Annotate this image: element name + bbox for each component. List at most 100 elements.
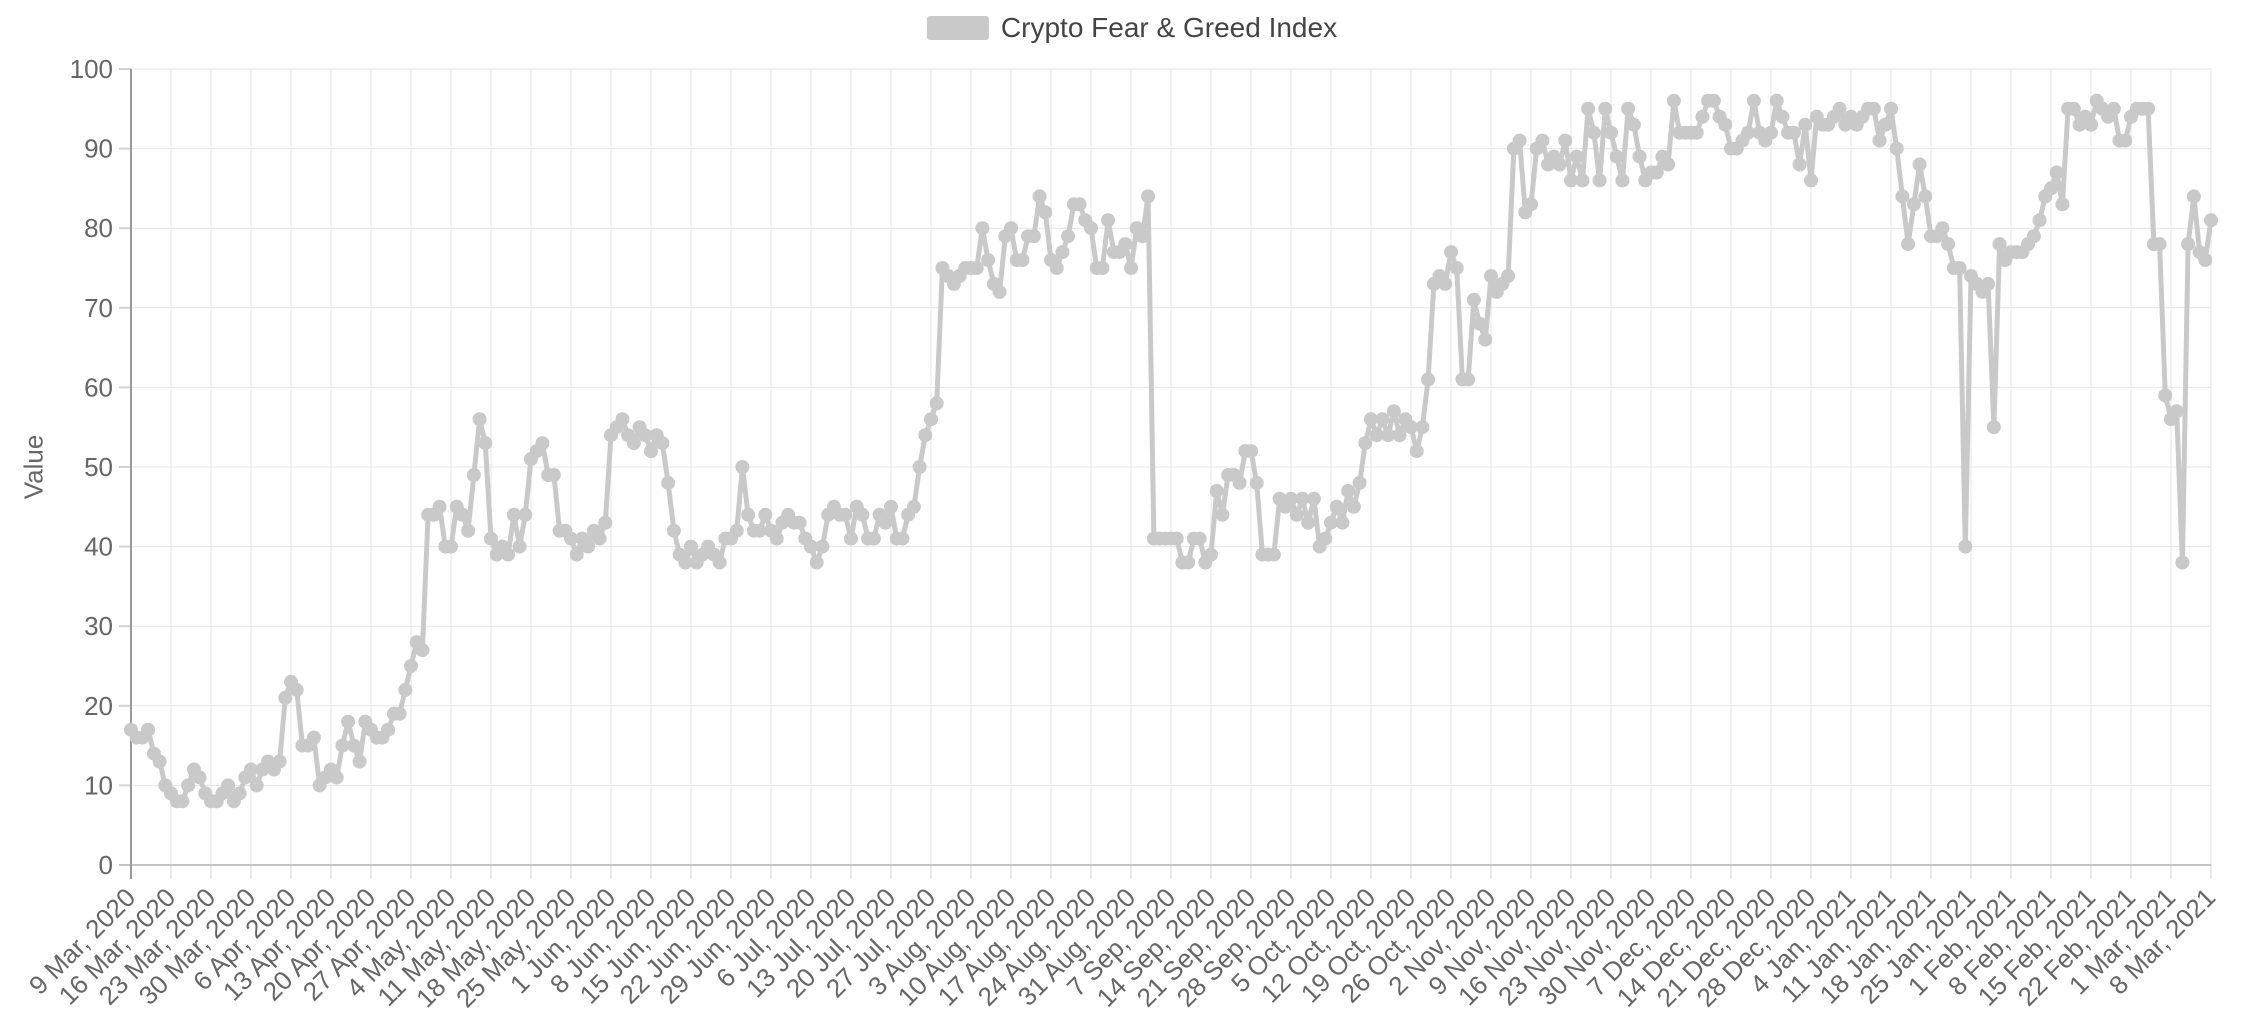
data-point xyxy=(929,396,944,411)
data-point xyxy=(2175,555,2190,570)
data-point xyxy=(1918,189,1933,204)
data-point xyxy=(1072,197,1087,212)
data-point xyxy=(1524,197,1538,212)
data-point xyxy=(1392,428,1407,443)
data-point xyxy=(1032,189,1047,204)
data-point xyxy=(1289,507,1304,522)
data-point xyxy=(1461,372,1476,387)
svg-text:60: 60 xyxy=(84,372,113,402)
data-point xyxy=(678,555,693,570)
data-point xyxy=(1169,531,1184,546)
data-point xyxy=(809,555,824,570)
data-point xyxy=(1798,117,1813,132)
data-point xyxy=(1604,125,1618,140)
data-point xyxy=(1295,491,1310,506)
data-point xyxy=(655,436,670,451)
data-point xyxy=(1209,483,1224,498)
data-point xyxy=(815,539,830,554)
data-point xyxy=(1124,261,1138,275)
data-point xyxy=(1478,332,1493,347)
data-point xyxy=(1592,173,1607,188)
data-point xyxy=(1741,125,1756,140)
data-points[interactable] xyxy=(124,93,2218,809)
chart-legend[interactable]: Crypto Fear & Greed Index xyxy=(926,12,1338,44)
data-point xyxy=(1375,412,1390,427)
data-point xyxy=(1689,125,1704,140)
data-point xyxy=(432,499,447,514)
data-point xyxy=(1575,173,1590,188)
data-point xyxy=(1084,221,1098,236)
data-point xyxy=(1409,444,1424,459)
data-point xyxy=(758,507,773,522)
data-point xyxy=(398,682,413,697)
data-point xyxy=(1038,205,1053,220)
data-point xyxy=(181,778,196,793)
data-point xyxy=(1626,117,1641,132)
data-point xyxy=(1101,213,1116,228)
data-point xyxy=(1609,149,1624,164)
data-point xyxy=(461,523,476,538)
data-point xyxy=(2198,253,2213,267)
data-point xyxy=(626,436,641,451)
data-point xyxy=(712,555,727,570)
data-point xyxy=(1358,436,1373,451)
svg-text:0: 0 xyxy=(99,850,113,880)
data-point xyxy=(1364,412,1378,427)
data-point xyxy=(2066,101,2081,116)
data-point xyxy=(1466,292,1481,307)
data-point xyxy=(1472,316,1487,331)
data-point xyxy=(1535,133,1550,148)
data-point xyxy=(1352,475,1367,490)
data-point xyxy=(232,786,247,801)
data-point xyxy=(2204,213,2218,228)
data-point xyxy=(1586,125,1601,140)
data-point xyxy=(878,515,893,530)
data-point xyxy=(752,523,767,538)
data-point xyxy=(1884,101,1898,116)
svg-text:100: 100 xyxy=(70,54,113,84)
data-point xyxy=(2118,133,2133,148)
data-point xyxy=(1598,101,1613,116)
data-point xyxy=(844,531,858,546)
data-point xyxy=(666,523,681,538)
data-point xyxy=(1324,515,1338,530)
data-point xyxy=(729,523,744,538)
data-point xyxy=(1284,491,1298,506)
data-point xyxy=(1895,189,1910,204)
data-point xyxy=(661,475,676,490)
data-point xyxy=(1026,229,1041,244)
data-point xyxy=(918,428,933,443)
data-point xyxy=(244,762,258,777)
data-point xyxy=(346,738,361,753)
data-point xyxy=(2186,189,2201,204)
data-point xyxy=(1878,117,1893,132)
data-point xyxy=(1786,125,1801,140)
legend-label: Crypto Fear & Greed Index xyxy=(1000,12,1338,43)
data-point xyxy=(981,253,996,267)
svg-text:50: 50 xyxy=(84,452,113,482)
data-point xyxy=(381,722,396,737)
data-point xyxy=(564,531,578,546)
data-point xyxy=(1346,499,1361,514)
data-point xyxy=(306,730,321,745)
data-point xyxy=(501,547,516,562)
data-point xyxy=(1958,539,1973,554)
data-point xyxy=(444,539,458,554)
data-point xyxy=(472,412,487,427)
data-point xyxy=(1141,189,1156,204)
data-point xyxy=(866,531,881,546)
data-point xyxy=(1992,237,2007,252)
data-point xyxy=(1181,555,1196,570)
data-point xyxy=(249,778,264,793)
data-point xyxy=(838,507,853,522)
data-point xyxy=(1301,515,1316,530)
data-point xyxy=(1438,276,1453,291)
series-crypto-fear-greed[interactable] xyxy=(124,93,2218,809)
data-point xyxy=(352,754,367,769)
data-point xyxy=(906,499,921,514)
data-point xyxy=(1941,237,1956,252)
data-point xyxy=(581,539,596,554)
data-point xyxy=(1746,93,1761,108)
